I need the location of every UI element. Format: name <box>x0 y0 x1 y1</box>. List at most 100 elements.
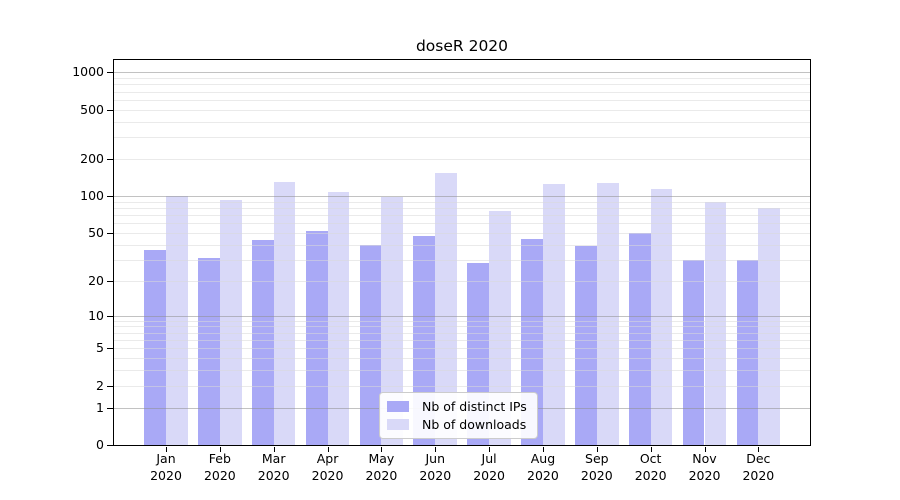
x-tick-year: 2020 <box>742 467 775 483</box>
y-tick <box>107 72 113 73</box>
y-tick <box>107 281 113 282</box>
legend-label-downloads: Nb of downloads <box>422 417 527 432</box>
bar-distinct-ips-jan <box>144 250 166 445</box>
x-tick <box>435 447 436 452</box>
x-tick-label: Nov 2020 <box>673 451 737 484</box>
x-tick-year: 2020 <box>257 467 290 483</box>
gridline-minor <box>114 215 810 217</box>
gridline-minor <box>114 385 810 387</box>
y-tick-label: 5 <box>96 340 104 356</box>
x-tick-month: May <box>368 451 395 466</box>
gridline-minor <box>114 244 810 246</box>
y-tick-label: 200 <box>80 150 104 166</box>
x-tick <box>758 447 759 452</box>
gridline-minor <box>114 332 810 334</box>
bar-downloads-aug <box>542 184 565 445</box>
x-tick-month: Mar <box>261 451 286 466</box>
gridline-major <box>114 196 810 198</box>
x-tick-month: Sep <box>585 451 609 466</box>
gridline-minor <box>114 320 810 322</box>
gridline-minor <box>114 280 810 282</box>
legend: Nb of distinct IPs Nb of downloads <box>379 392 538 439</box>
x-tick-month: Apr <box>316 451 339 466</box>
bar-downloads-feb <box>219 199 242 445</box>
bar-downloads-mar <box>273 182 296 445</box>
gridline-minor <box>114 358 810 360</box>
x-tick <box>489 447 490 452</box>
y-tick <box>107 159 113 160</box>
x-tick-label: Sep 2020 <box>565 451 629 484</box>
x-tick <box>597 447 598 452</box>
gridline-minor <box>114 340 810 342</box>
x-tick-year: 2020 <box>311 467 344 483</box>
bar-downloads-jun <box>435 172 458 445</box>
gridline-minor <box>114 99 810 101</box>
gridline-minor <box>114 158 810 160</box>
x-tick <box>220 447 221 452</box>
gridline-major <box>114 72 810 74</box>
y-tick <box>107 445 113 446</box>
gridline-minor <box>114 84 810 86</box>
bar-downloads-nov <box>704 202 727 445</box>
bar-distinct-ips-oct <box>628 232 651 445</box>
legend-swatch-distinct-ips <box>387 401 409 412</box>
y-tick <box>107 386 113 387</box>
x-tick-year: 2020 <box>419 467 452 483</box>
gridline-minor <box>114 207 810 209</box>
y-tick-label: 0 <box>96 437 104 452</box>
x-tick <box>543 447 544 452</box>
bar-distinct-ips-apr <box>305 230 328 445</box>
bar-distinct-ips-sep <box>575 246 597 445</box>
y-tick-label: 50 <box>88 224 104 240</box>
bar-downloads-oct <box>650 189 673 445</box>
x-tick <box>166 447 167 452</box>
x-tick <box>651 447 652 452</box>
x-tick-label: Apr 2020 <box>296 451 360 484</box>
gridline-minor <box>114 91 810 93</box>
x-tick-year: 2020 <box>580 467 613 483</box>
x-tick-label: Jun 2020 <box>403 451 467 484</box>
x-tick-label: Jul 2020 <box>457 451 521 484</box>
y-tick-label: 20 <box>88 272 104 288</box>
x-tick-label: May 2020 <box>349 451 413 484</box>
y-tick-label: 10 <box>88 307 104 323</box>
bar-downloads-sep <box>596 182 619 445</box>
x-tick-label: Oct 2020 <box>619 451 683 484</box>
legend-swatch-downloads <box>387 419 409 430</box>
x-tick-year: 2020 <box>473 467 505 483</box>
x-tick <box>274 447 275 452</box>
y-tick-label: 1000 <box>72 64 104 80</box>
bar-distinct-ips-feb <box>198 258 220 445</box>
x-tick-month: Jan <box>156 451 176 466</box>
gridline-minor <box>114 223 810 225</box>
x-tick-year: 2020 <box>634 467 667 483</box>
y-tick-label: 100 <box>80 188 104 204</box>
y-tick <box>107 196 113 197</box>
chart-title: doseR 2020 <box>415 37 509 55</box>
bar-distinct-ips-nov <box>682 259 705 445</box>
gridline-minor <box>114 370 810 372</box>
x-tick-month: Nov <box>692 451 717 466</box>
gridline-minor <box>114 109 810 111</box>
x-tick-month: Aug <box>530 451 556 466</box>
y-tick <box>107 233 113 234</box>
gridline-minor <box>114 201 810 203</box>
gridline-minor <box>114 232 810 234</box>
legend-label-distinct-ips: Nb of distinct IPs <box>422 399 527 414</box>
legend-item-downloads: Nb of downloads <box>387 418 527 431</box>
x-tick-label: Feb 2020 <box>188 451 252 484</box>
x-tick-month: Jul <box>481 451 497 466</box>
gridline-minor <box>114 259 810 261</box>
plot-area: Nb of distinct IPs Nb of downloads <box>113 59 811 446</box>
x-tick-year: 2020 <box>527 467 559 483</box>
y-tick <box>107 348 113 349</box>
x-tick-month: Dec <box>746 451 771 466</box>
x-tick-label: Mar 2020 <box>242 451 306 484</box>
y-tick <box>107 408 113 409</box>
bar-downloads-jan <box>166 196 188 445</box>
gridline-minor <box>114 78 810 80</box>
y-tick-label: 1 <box>96 399 104 415</box>
gridline-minor <box>114 137 810 139</box>
x-tick <box>381 447 382 452</box>
